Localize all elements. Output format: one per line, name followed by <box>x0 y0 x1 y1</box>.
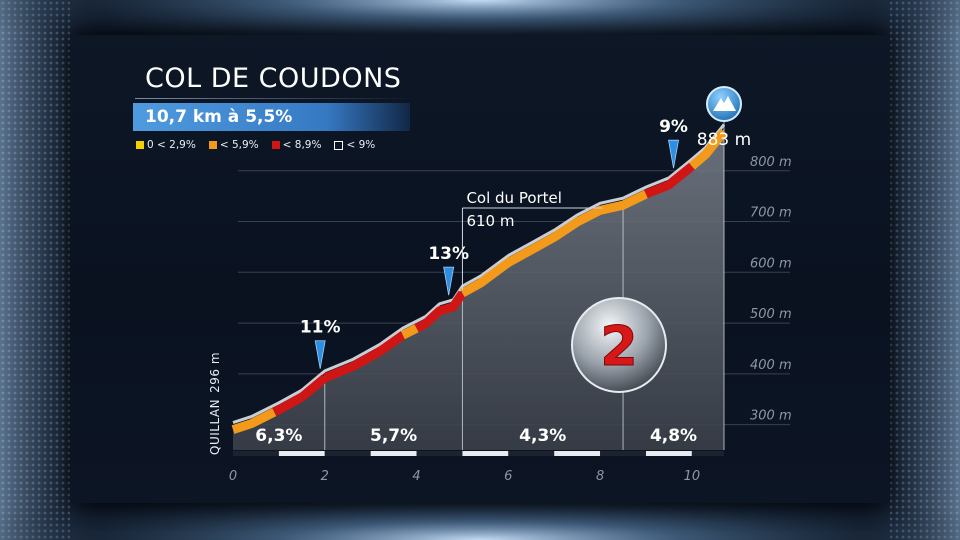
pass-elevation: 610 m <box>466 212 514 230</box>
category-badge-label: 2 <box>600 315 638 378</box>
km-ruler-segment <box>325 451 371 456</box>
section-gradient-label: 5,7% <box>370 426 417 446</box>
x-tick-label: 4 <box>412 469 420 484</box>
start-label: QUILLAN296 m <box>208 352 222 455</box>
max-gradient-label: 11% <box>300 318 341 338</box>
km-ruler-segment <box>600 451 646 456</box>
x-tick-label: 0 <box>229 469 237 484</box>
km-ruler-segment <box>508 451 554 456</box>
summit-elevation-label: 883 m <box>697 130 751 150</box>
km-ruler-segment <box>462 451 508 456</box>
y-tick-label: 500 m <box>750 307 792 322</box>
y-tick-label: 300 m <box>750 409 792 424</box>
max-gradient-arrow <box>444 267 454 295</box>
km-ruler-segment <box>417 451 463 456</box>
km-ruler-segment <box>371 451 417 456</box>
km-ruler-segment <box>554 451 600 456</box>
category-badge: 2 <box>572 298 666 392</box>
x-tick-label: 10 <box>684 469 701 484</box>
y-tick-label: 700 m <box>750 206 792 221</box>
max-gradient-label: 9% <box>659 117 688 137</box>
km-ruler-segment <box>646 451 692 456</box>
max-gradient-arrow <box>669 140 679 168</box>
x-tick-label: 8 <box>596 469 604 484</box>
km-ruler-segment <box>692 451 724 456</box>
section-gradient-label: 4,3% <box>519 426 566 446</box>
x-tick-label: 6 <box>504 469 512 484</box>
max-gradient-arrow <box>315 341 325 369</box>
x-tick-label: 2 <box>321 469 329 484</box>
km-ruler-segment <box>233 451 279 456</box>
gradient-segment <box>403 328 417 335</box>
y-tick-label: 400 m <box>750 358 792 373</box>
km-ruler-segment <box>279 451 325 456</box>
section-gradient-label: 4,8% <box>650 426 697 446</box>
start-location: QUILLAN296 m <box>208 352 222 455</box>
y-tick-label: 600 m <box>750 256 792 271</box>
pass-name: Col du Portel <box>466 189 562 207</box>
summit-marker: 883 m <box>697 87 751 155</box>
y-tick-label: 800 m <box>750 155 792 170</box>
section-gradient-label: 6,3% <box>255 426 302 446</box>
